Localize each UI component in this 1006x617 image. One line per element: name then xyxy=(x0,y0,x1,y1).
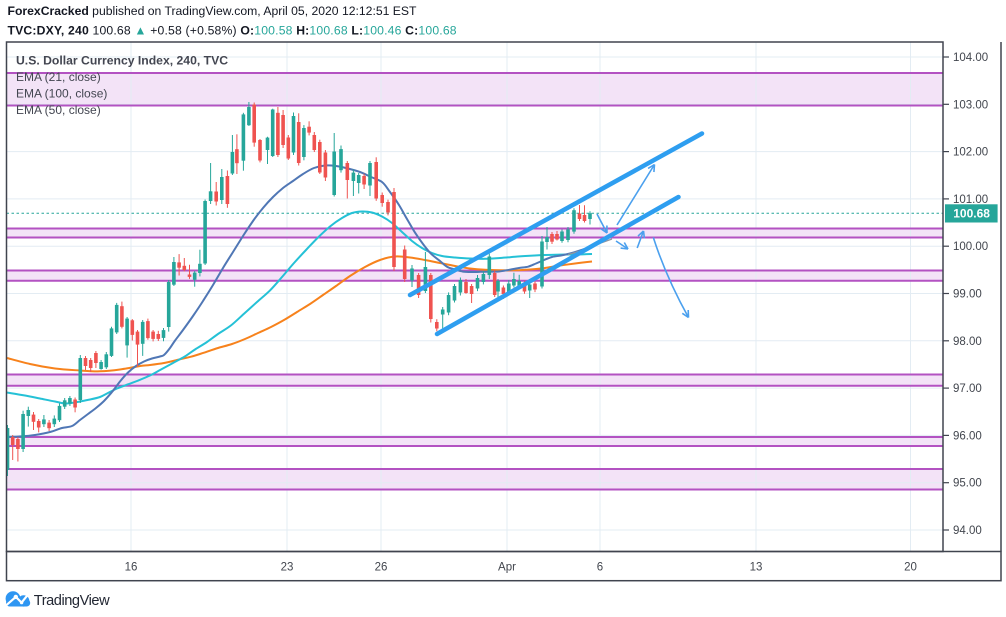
svg-text:20: 20 xyxy=(904,562,917,574)
svg-text:103.00: 103.00 xyxy=(953,99,988,111)
svg-text:94.00: 94.00 xyxy=(953,525,982,537)
svg-text:6: 6 xyxy=(597,562,603,574)
svg-text:Apr: Apr xyxy=(498,562,516,574)
svg-text:U.S. Dollar Currency Index, 24: U.S. Dollar Currency Index, 240, TVC xyxy=(16,54,228,68)
svg-text:102.00: 102.00 xyxy=(953,147,988,159)
svg-text:EMA (50, close): EMA (50, close) xyxy=(16,103,101,117)
svg-text:13: 13 xyxy=(750,562,763,574)
svg-text:TVC:DXY, 240 100.68 ▲ +0.58 (: TVC:DXY, 240 100.68 ▲ +0.58 (+0.58%) O:1… xyxy=(8,24,457,38)
svg-text:96.00: 96.00 xyxy=(953,430,982,442)
svg-text:ForexCracked published on Trad: ForexCracked published on TradingView.co… xyxy=(8,4,418,18)
svg-text:EMA (21, close): EMA (21, close) xyxy=(16,70,101,84)
svg-text:95.00: 95.00 xyxy=(953,478,982,490)
svg-text:EMA (100, close): EMA (100, close) xyxy=(16,87,107,101)
svg-text:16: 16 xyxy=(125,562,138,574)
svg-text:101.00: 101.00 xyxy=(953,194,988,206)
svg-text:99.00: 99.00 xyxy=(953,289,982,301)
svg-text:97.00: 97.00 xyxy=(953,383,982,395)
svg-text:23: 23 xyxy=(281,562,294,574)
svg-text:100.00: 100.00 xyxy=(953,241,988,253)
svg-text:98.00: 98.00 xyxy=(953,336,982,348)
svg-text:104.00: 104.00 xyxy=(953,52,988,64)
svg-text:100.68: 100.68 xyxy=(953,207,990,221)
svg-text:26: 26 xyxy=(375,562,388,574)
svg-text:TradingView: TradingView xyxy=(34,593,110,609)
